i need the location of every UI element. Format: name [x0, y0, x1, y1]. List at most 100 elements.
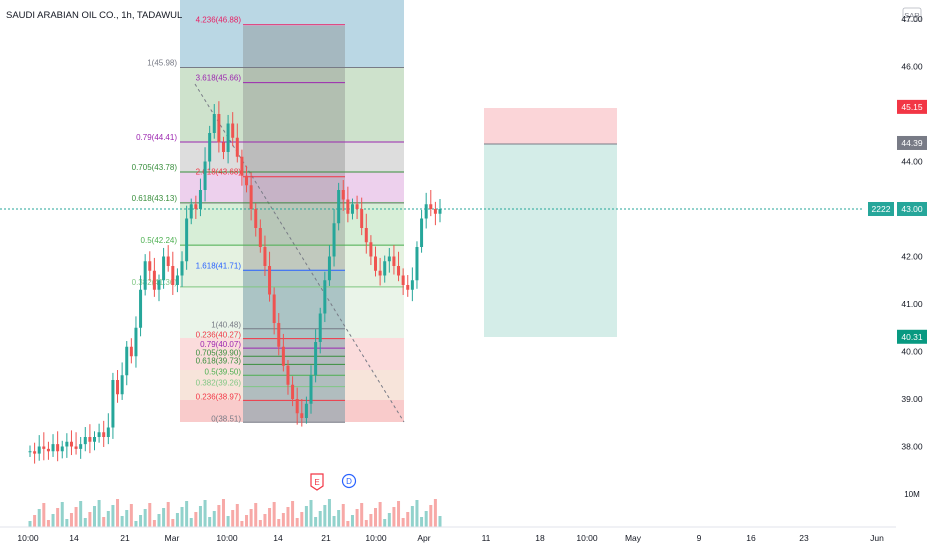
- volume-bar: [69, 513, 73, 527]
- volume-bar: [203, 500, 207, 527]
- last-price-badge[interactable]: 43.00: [897, 202, 927, 216]
- volume-bar: [129, 504, 133, 527]
- candle-body: [56, 444, 60, 452]
- fib-level-label: 2.618(43.68): [196, 168, 242, 177]
- fib-level-label: 0(38.51): [211, 414, 241, 423]
- time-tick: 9: [697, 533, 702, 543]
- last-price-badge-bg: [897, 202, 927, 216]
- volume-bar: [424, 511, 428, 527]
- symbol-title[interactable]: SAUDI ARABIAN OIL CO., 1h, TADAWUL: [6, 10, 182, 21]
- volume-bar: [143, 509, 147, 527]
- volume-series: [28, 499, 442, 527]
- fib-level-label: 3.618(45.66): [196, 74, 242, 83]
- price-axis[interactable]: SAR 47.00 46.00 44.00 42.00 41.00 40.00 39.00 3…: [868, 7, 927, 499]
- candle-body: [245, 175, 249, 186]
- time-tick: 10:00: [17, 533, 39, 543]
- volume-bar: [231, 510, 235, 527]
- candle-body: [401, 275, 405, 285]
- candle-body: [350, 204, 354, 214]
- volume-bar: [438, 516, 442, 527]
- candle-body: [157, 280, 161, 290]
- candle-body: [198, 190, 202, 209]
- stop-loss-zone[interactable]: [484, 108, 617, 144]
- volume-bar: [249, 509, 253, 527]
- time-tick: 10:00: [365, 533, 387, 543]
- time-tick: 14: [273, 533, 283, 543]
- fib-zone-top: [180, 0, 404, 68]
- candle-body: [424, 204, 428, 219]
- candle-body: [194, 204, 198, 209]
- volume-bar: [314, 517, 318, 527]
- last-price-badge-label: 43.00: [901, 204, 923, 214]
- candle-body: [406, 285, 410, 290]
- volume-bar: [111, 505, 115, 527]
- time-axis[interactable]: 10:00 14 21 Mar 10:00 14 21 10:00 Apr 11 18 10:00 Ma…: [17, 533, 884, 543]
- volume-bar: [369, 514, 373, 527]
- fib-level-label: 0.705(39.90): [196, 348, 242, 357]
- volume-bar: [281, 513, 285, 527]
- earnings-icon: [310, 473, 324, 491]
- candle-body: [392, 256, 396, 266]
- volume-bar: [295, 518, 299, 527]
- fib-level-label: 0.79(40.07): [200, 340, 241, 349]
- earnings-label: E: [314, 478, 319, 487]
- dividend-label: D: [346, 477, 352, 486]
- short-position-tool[interactable]: [484, 108, 617, 337]
- volume-bar: [180, 507, 184, 527]
- volume-bar: [148, 503, 152, 527]
- time-tick: Jun: [870, 533, 884, 543]
- volume-bar: [286, 507, 290, 527]
- candle-body: [125, 346, 129, 376]
- fib-zone-red-2: [180, 400, 404, 422]
- take-profit-zone[interactable]: [484, 144, 617, 337]
- volume-bar: [364, 520, 368, 527]
- currency-badge[interactable]: [902, 7, 922, 22]
- candle-body: [171, 266, 175, 285]
- dividend-icon: [341, 473, 357, 489]
- candle-body: [143, 261, 147, 290]
- volume-bar: [263, 514, 267, 527]
- stop-price-badge[interactable]: 45.15: [897, 99, 927, 114]
- candle-body: [355, 204, 359, 209]
- time-tick: 16: [746, 533, 756, 543]
- target-price-badge[interactable]: 40.31: [897, 329, 927, 344]
- target-price-badge-bg: [897, 329, 927, 344]
- candle-body: [148, 261, 152, 271]
- candle-body: [106, 427, 110, 437]
- time-tick: 10:00: [576, 533, 598, 543]
- volume-bar: [420, 517, 424, 527]
- entry-price-badge[interactable]: 44.39: [897, 135, 927, 150]
- candle-body: [332, 223, 336, 257]
- candle-body: [286, 365, 290, 385]
- earnings-event[interactable]: E: [310, 473, 324, 491]
- volume-bar: [152, 520, 156, 527]
- volume-bar: [116, 499, 120, 527]
- volume-bar: [46, 520, 50, 527]
- candle-body: [102, 432, 106, 437]
- candle-body: [249, 185, 253, 209]
- volume-bar: [397, 501, 401, 527]
- volume-bar: [83, 518, 87, 527]
- volume-scale-label: 10M: [904, 490, 920, 499]
- volume-bar: [60, 502, 64, 527]
- dividend-event[interactable]: D: [341, 473, 357, 489]
- candle-body: [231, 123, 235, 138]
- candle-body: [323, 280, 327, 314]
- fib-level-label: 0.5(39.50): [205, 367, 242, 376]
- candle-body: [420, 218, 424, 247]
- fib-trendline[interactable]: [194, 83, 405, 423]
- candle-body: [180, 261, 184, 276]
- volume-bar: [304, 506, 308, 527]
- volume-bar: [33, 515, 37, 527]
- candle-body: [415, 247, 419, 281]
- volume-bar: [194, 512, 198, 527]
- fib-level-label: 0.236(40.27): [196, 331, 242, 340]
- fib-drawings[interactable]: 4.236(46.88) 1(45.98) 3.618(45.66) 0.79(44.…: [132, 0, 405, 423]
- volume-bar: [171, 519, 175, 527]
- bar-countdown-bg: [868, 202, 894, 216]
- volume-bar: [401, 518, 405, 527]
- candle-body: [341, 190, 345, 200]
- fib-level-label: 1(40.48): [211, 321, 241, 330]
